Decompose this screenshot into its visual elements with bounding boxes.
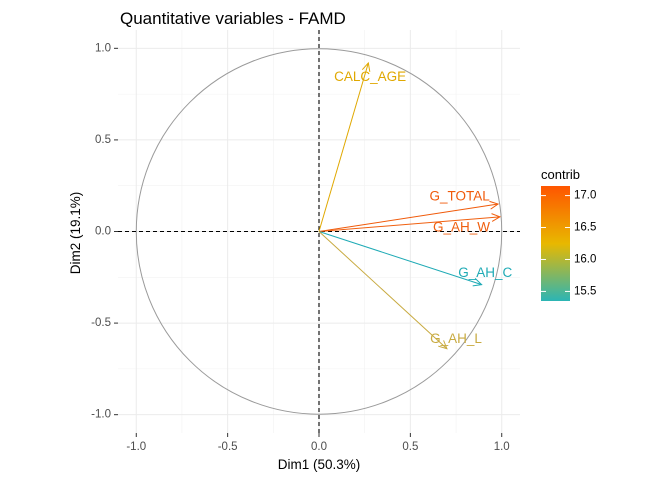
x-tick-label: 0.5: [402, 441, 418, 453]
variable-arrow-head: [489, 200, 500, 210]
variable-label: CALC_AGE: [334, 69, 406, 84]
variable-arrow-shaft: [318, 203, 499, 232]
y-tick-label: 0.0: [95, 226, 111, 238]
x-tick-label: 1.0: [494, 441, 510, 453]
variable-arrow-shaft: [318, 231, 448, 350]
y-axis-title: Dim2 (19.1%): [68, 192, 83, 275]
x-tick-label: 0.0: [311, 441, 327, 453]
x-axis-title: Dim1 (50.3%): [278, 457, 361, 472]
variable-label: G_AH_W: [433, 219, 490, 234]
variable-label: G_AH_L: [430, 331, 482, 346]
color-legend: contrib 17.0 16.5 16.0 15.5: [541, 167, 596, 301]
y-axis-ticks: -1.0 -0.5 0.0 0.5 1.0: [91, 42, 118, 421]
y-tick-label: -1.0: [91, 409, 111, 421]
y-tick-label: -0.5: [91, 317, 111, 329]
legend-tick-label: 16.5: [574, 222, 596, 234]
variable-arrow-shaft: [318, 231, 482, 286]
zero-lines: [118, 30, 520, 433]
x-tick-label: -1.0: [126, 441, 146, 453]
variable-labels: CALC_AGE G_TOTAL G_AH_W G_AH_C G_AH_L: [334, 69, 512, 346]
variable-arrow-head: [491, 213, 502, 222]
x-axis-ticks: -1.0 -0.5 0.0 0.5 1.0: [126, 433, 510, 453]
y-tick-label: 0.5: [95, 134, 111, 146]
legend-colorbar: [541, 186, 570, 301]
y-tick-label: 1.0: [95, 42, 111, 54]
legend-tick-label: 15.5: [574, 285, 596, 297]
chart-title: Quantitative variables - FAMD: [120, 9, 346, 28]
variable-arrow-head: [472, 278, 483, 287]
variable-label: G_AH_C: [458, 265, 512, 280]
variable-label: G_TOTAL: [430, 188, 491, 203]
legend-title: contrib: [541, 167, 580, 182]
unit-circle: [135, 48, 503, 415]
variable-arrow-shaft: [318, 216, 500, 232]
x-tick-label: -0.5: [218, 441, 238, 453]
variable-arrows: [318, 61, 502, 350]
legend-tick-label: 17.0: [574, 190, 596, 202]
legend-ticks: 17.0 16.5 16.0 15.5: [541, 190, 596, 297]
legend-tick-label: 16.0: [574, 254, 596, 266]
variable-arrow-head: [361, 61, 371, 72]
variable-arrow-shaft: [318, 62, 369, 232]
variable-arrow-head: [438, 340, 448, 350]
